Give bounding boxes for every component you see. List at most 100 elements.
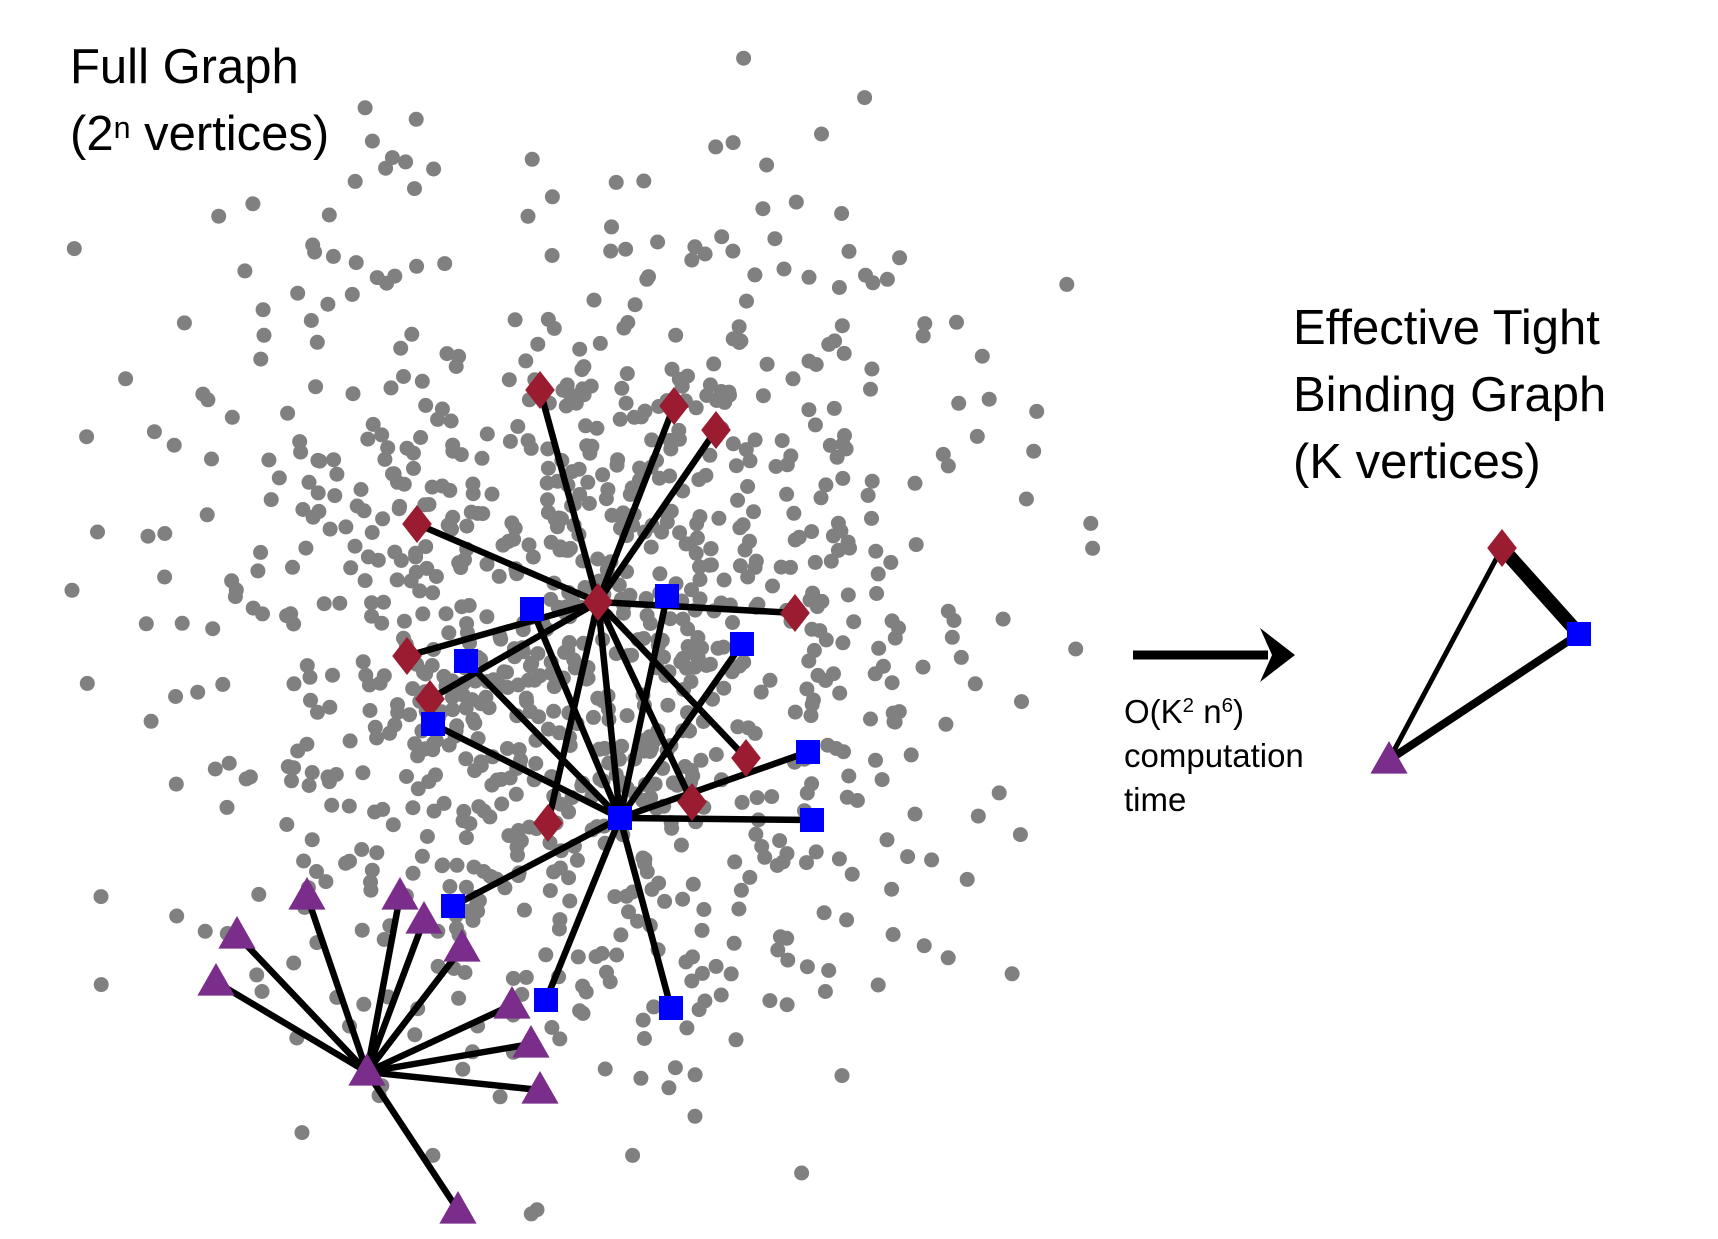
background-vertex xyxy=(678,536,694,552)
background-vertex xyxy=(407,1027,423,1043)
background-vertex xyxy=(405,445,421,461)
background-vertex xyxy=(578,418,594,434)
diamond-vertex xyxy=(701,411,731,449)
background-vertex xyxy=(418,397,434,413)
background-vertex xyxy=(390,697,405,713)
background-vertex xyxy=(479,609,495,625)
background-vertex xyxy=(683,674,699,690)
background-vertex xyxy=(864,473,880,489)
square-vertex xyxy=(796,740,820,764)
background-vertex xyxy=(299,658,315,674)
background-vertex xyxy=(284,773,299,789)
background-vertex xyxy=(520,208,536,224)
full-graph-vertex-count: (2n vertices) xyxy=(70,101,329,168)
background-vertex xyxy=(357,100,373,116)
effective-title-line3: (K vertices) xyxy=(1293,435,1541,489)
background-vertex xyxy=(767,231,783,247)
background-vertex xyxy=(619,366,635,382)
background-vertex xyxy=(807,554,823,570)
background-vertex xyxy=(967,676,983,692)
background-vertex xyxy=(348,255,364,271)
background-vertex xyxy=(363,882,379,898)
background-vertex xyxy=(818,477,834,493)
background-vertex xyxy=(730,492,746,508)
background-vertex xyxy=(755,388,771,404)
background-vertex xyxy=(665,775,681,791)
background-vertex xyxy=(215,676,231,692)
background-vertex xyxy=(732,558,748,574)
vertex-count-prefix: (2 xyxy=(70,107,114,161)
background-vertex xyxy=(620,315,636,330)
background-vertex xyxy=(464,692,480,708)
background-vertex xyxy=(664,820,680,836)
square-vertex xyxy=(441,894,465,918)
background-vertex xyxy=(407,181,422,197)
background-vertex xyxy=(786,505,802,521)
background-vertex xyxy=(794,1165,810,1181)
background-vertex xyxy=(572,341,588,357)
background-vertex xyxy=(93,977,109,993)
background-vertex xyxy=(467,715,483,731)
background-vertex xyxy=(295,502,311,517)
background-vertex xyxy=(592,335,608,351)
background-vertex xyxy=(174,615,190,631)
background-vertex xyxy=(452,685,468,701)
graph-edge xyxy=(542,814,624,1004)
background-vertex xyxy=(290,285,306,301)
background-vertex xyxy=(643,790,659,806)
background-vertex xyxy=(708,958,724,974)
background-vertex xyxy=(725,331,741,347)
background-vertex xyxy=(484,486,500,502)
background-vertex xyxy=(364,595,380,611)
background-vertex xyxy=(377,451,393,467)
background-vertex xyxy=(731,319,747,335)
background-vertex xyxy=(832,685,848,701)
background-vertex xyxy=(428,569,444,584)
background-vertex xyxy=(668,327,684,343)
cost-line3: time xyxy=(1124,781,1187,818)
background-vertex xyxy=(304,765,320,780)
background-vertex xyxy=(540,504,556,520)
background-vertex xyxy=(365,416,381,432)
background-vertex xyxy=(561,870,577,886)
background-vertex xyxy=(607,889,623,905)
cost-prefix: O(K xyxy=(1124,693,1183,730)
background-vertex xyxy=(425,585,441,601)
background-vertex xyxy=(633,1070,649,1086)
background-vertex xyxy=(285,559,300,575)
background-vertex xyxy=(312,453,328,469)
background-vertex xyxy=(413,430,429,445)
background-vertex xyxy=(680,621,696,637)
background-vertices xyxy=(64,50,1101,1222)
background-vertex xyxy=(582,445,598,461)
background-vertex xyxy=(459,518,475,534)
background-vertex xyxy=(609,947,625,963)
background-vertex xyxy=(685,876,701,892)
triangle-vertex xyxy=(493,986,531,1019)
background-vertex xyxy=(696,902,712,917)
background-vertex xyxy=(822,437,838,453)
background-vertex xyxy=(256,327,272,343)
background-vertex xyxy=(835,635,851,651)
diamond-vertex xyxy=(1487,529,1517,567)
background-vertex xyxy=(590,551,606,567)
background-vertex xyxy=(505,970,521,986)
background-vertex xyxy=(448,359,464,374)
diamond-vertex xyxy=(525,371,555,409)
graph-edge xyxy=(462,657,624,822)
background-vertex xyxy=(809,599,825,615)
background-vertex xyxy=(250,563,266,579)
background-vertex xyxy=(613,927,629,943)
background-vertex xyxy=(879,271,895,287)
background-vertex xyxy=(687,1067,703,1083)
background-vertex xyxy=(356,503,372,519)
background-vertex xyxy=(280,759,296,775)
background-vertex xyxy=(307,244,323,260)
background-vertex xyxy=(575,1005,591,1021)
background-vertex xyxy=(935,446,951,462)
background-vertex xyxy=(836,345,852,361)
background-vertex xyxy=(772,833,788,849)
background-vertex xyxy=(868,752,883,768)
background-vertex xyxy=(364,525,380,540)
background-vertex xyxy=(740,569,756,585)
